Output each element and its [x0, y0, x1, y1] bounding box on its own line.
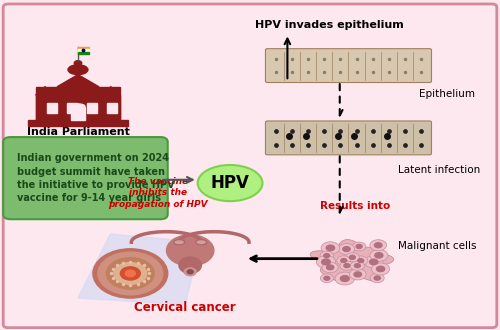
FancyBboxPatch shape — [266, 49, 432, 82]
Polygon shape — [78, 234, 200, 305]
Circle shape — [354, 272, 362, 277]
Bar — [47, 103, 57, 113]
FancyBboxPatch shape — [3, 137, 168, 219]
Ellipse shape — [179, 257, 202, 274]
Circle shape — [324, 276, 330, 280]
Bar — [71, 107, 85, 120]
Circle shape — [374, 243, 382, 248]
Circle shape — [98, 252, 162, 295]
Bar — [87, 103, 97, 113]
Circle shape — [370, 249, 388, 261]
Bar — [28, 120, 128, 126]
Text: HPV invades epithelium: HPV invades epithelium — [256, 20, 404, 30]
Circle shape — [344, 264, 350, 268]
Circle shape — [358, 259, 364, 263]
Ellipse shape — [68, 65, 88, 75]
Circle shape — [340, 258, 346, 262]
Bar — [67, 103, 77, 113]
Circle shape — [187, 270, 193, 274]
Text: The vaccine
inhibits the
propagation of HPV: The vaccine inhibits the propagation of … — [108, 177, 208, 209]
Text: Malignant cells: Malignant cells — [398, 241, 476, 250]
Circle shape — [374, 276, 380, 280]
Circle shape — [350, 255, 356, 259]
Circle shape — [322, 259, 330, 265]
Bar — [78, 51, 89, 54]
Ellipse shape — [71, 104, 85, 109]
Bar — [102, 95, 120, 120]
Ellipse shape — [174, 240, 184, 245]
Text: Cervical cancer: Cervical cancer — [134, 301, 236, 314]
Circle shape — [326, 245, 334, 251]
Circle shape — [372, 263, 390, 275]
Circle shape — [335, 272, 354, 285]
Polygon shape — [102, 87, 120, 95]
Circle shape — [93, 249, 168, 298]
Circle shape — [346, 253, 360, 262]
Bar — [78, 47, 89, 49]
Circle shape — [370, 259, 378, 265]
Circle shape — [322, 262, 338, 273]
Circle shape — [350, 261, 364, 270]
Text: Latent infection: Latent infection — [398, 165, 480, 175]
Circle shape — [340, 276, 349, 281]
Circle shape — [184, 268, 196, 276]
Circle shape — [338, 244, 354, 254]
Polygon shape — [310, 240, 394, 281]
Ellipse shape — [166, 235, 214, 266]
Circle shape — [316, 255, 336, 268]
Ellipse shape — [198, 165, 262, 201]
Polygon shape — [57, 75, 99, 87]
Bar — [36, 87, 120, 120]
Circle shape — [364, 256, 383, 268]
Circle shape — [340, 261, 354, 270]
Text: Indian government on 2024
budget summit have taken
the initiative to provide HPV: Indian government on 2024 budget summit … — [16, 153, 174, 203]
Circle shape — [370, 274, 384, 282]
Circle shape — [320, 251, 334, 260]
Bar — [78, 49, 89, 51]
Polygon shape — [36, 87, 54, 95]
Circle shape — [354, 256, 368, 265]
Circle shape — [336, 256, 350, 265]
Circle shape — [324, 254, 330, 258]
Text: Epithelium: Epithelium — [419, 89, 475, 99]
Circle shape — [120, 267, 141, 280]
Circle shape — [354, 264, 360, 268]
Text: HPV: HPV — [210, 174, 250, 192]
Circle shape — [114, 263, 147, 284]
Circle shape — [126, 270, 136, 277]
Circle shape — [106, 258, 154, 289]
Circle shape — [375, 253, 383, 258]
Text: India Parliament: India Parliament — [26, 127, 130, 137]
Bar — [57, 87, 99, 120]
Circle shape — [350, 269, 366, 280]
Ellipse shape — [196, 240, 206, 245]
Circle shape — [343, 247, 350, 251]
Circle shape — [320, 274, 334, 282]
Text: Results into: Results into — [320, 201, 390, 211]
Bar — [36, 95, 54, 120]
FancyBboxPatch shape — [266, 121, 432, 155]
FancyBboxPatch shape — [3, 4, 497, 328]
Circle shape — [370, 240, 386, 251]
Circle shape — [326, 265, 334, 270]
Circle shape — [352, 242, 366, 251]
Circle shape — [321, 242, 340, 254]
Circle shape — [376, 266, 384, 272]
Circle shape — [356, 245, 362, 248]
Ellipse shape — [74, 61, 82, 66]
Bar — [107, 103, 117, 113]
